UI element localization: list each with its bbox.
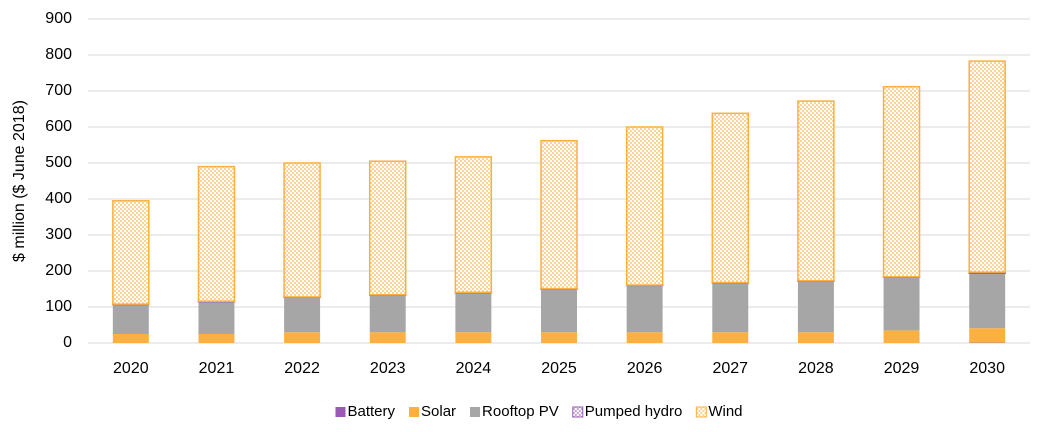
bar-segment [882, 85, 921, 278]
legend-swatch [409, 407, 420, 417]
legend-swatch [572, 406, 584, 418]
x-tick-label: 2026 [627, 360, 663, 377]
bar-segment [455, 332, 492, 343]
bar-segment [369, 332, 406, 343]
x-tick-label: 2028 [798, 360, 834, 377]
legend-label: Wind [708, 403, 742, 420]
bar-segment [969, 328, 1006, 343]
legend-item: Solar [409, 403, 456, 420]
x-tick-label: 2029 [884, 360, 920, 377]
bar-segment [112, 304, 149, 334]
bar-segment [454, 156, 493, 293]
legend-label: Solar [421, 403, 456, 420]
legend-item: Battery [335, 403, 396, 420]
bar-segment [711, 112, 750, 284]
bar-segment [284, 332, 321, 343]
bar-segment [797, 100, 835, 282]
x-tick-label: 2022 [284, 360, 320, 377]
legend-swatch [695, 406, 707, 418]
y-tick-label: 300 [45, 226, 72, 243]
bar-segment [541, 289, 577, 333]
x-tick-label: 2025 [541, 360, 577, 377]
bar-segment [112, 334, 149, 343]
x-tick-label: 2024 [456, 360, 492, 377]
x-tick-label: 2021 [199, 360, 235, 377]
y-tick-label: 600 [45, 118, 72, 135]
y-tick-label: 100 [45, 298, 72, 315]
bar-segment [797, 332, 834, 343]
bar-segment [712, 332, 749, 343]
bar-segment [540, 139, 578, 290]
x-tick-label: 2020 [113, 360, 149, 377]
bar-segment [626, 285, 663, 333]
y-axis-label: $ million ($ June 2018) [11, 100, 28, 262]
y-tick-label: 0 [63, 334, 72, 351]
legend-label: Battery [347, 403, 395, 420]
y-tick-label: 800 [45, 46, 72, 63]
bar-segment [284, 297, 321, 333]
legend-item: Rooftop PV [470, 403, 559, 420]
bar-segment [112, 200, 150, 305]
bar-segment [368, 160, 407, 296]
x-tick-label: 2023 [370, 360, 406, 377]
bar-segment [626, 332, 663, 343]
bar-segment [369, 295, 406, 333]
legend-swatch [335, 407, 346, 417]
y-tick-label: 400 [45, 190, 72, 207]
legend-item: Wind [695, 403, 743, 420]
bar-segment [883, 277, 920, 331]
bar-segment [455, 292, 492, 333]
bar-segment [283, 162, 321, 298]
x-tick-label: 2030 [969, 360, 1005, 377]
bar-segment [198, 301, 235, 334]
y-tick-label: 500 [45, 154, 72, 171]
legend-label: Rooftop PV [482, 403, 559, 420]
legend-swatch [470, 407, 481, 417]
y-tick-label: 200 [45, 262, 72, 279]
bar-segment [198, 334, 235, 343]
x-tick-label: 2027 [712, 360, 748, 377]
legend-label: Pumped hydro [585, 403, 683, 420]
y-tick-label: 900 [45, 10, 72, 27]
bar-segment [625, 126, 664, 286]
legend-item: Pumped hydro [572, 403, 683, 420]
bar-segment [883, 330, 920, 343]
bar-segment [197, 165, 236, 302]
bar-segment [969, 273, 1006, 329]
bar-segment [541, 332, 577, 343]
bar-segment [712, 282, 749, 333]
y-tick-label: 700 [45, 82, 72, 99]
bar-segment [968, 60, 1006, 273]
bar-segment [797, 281, 834, 333]
